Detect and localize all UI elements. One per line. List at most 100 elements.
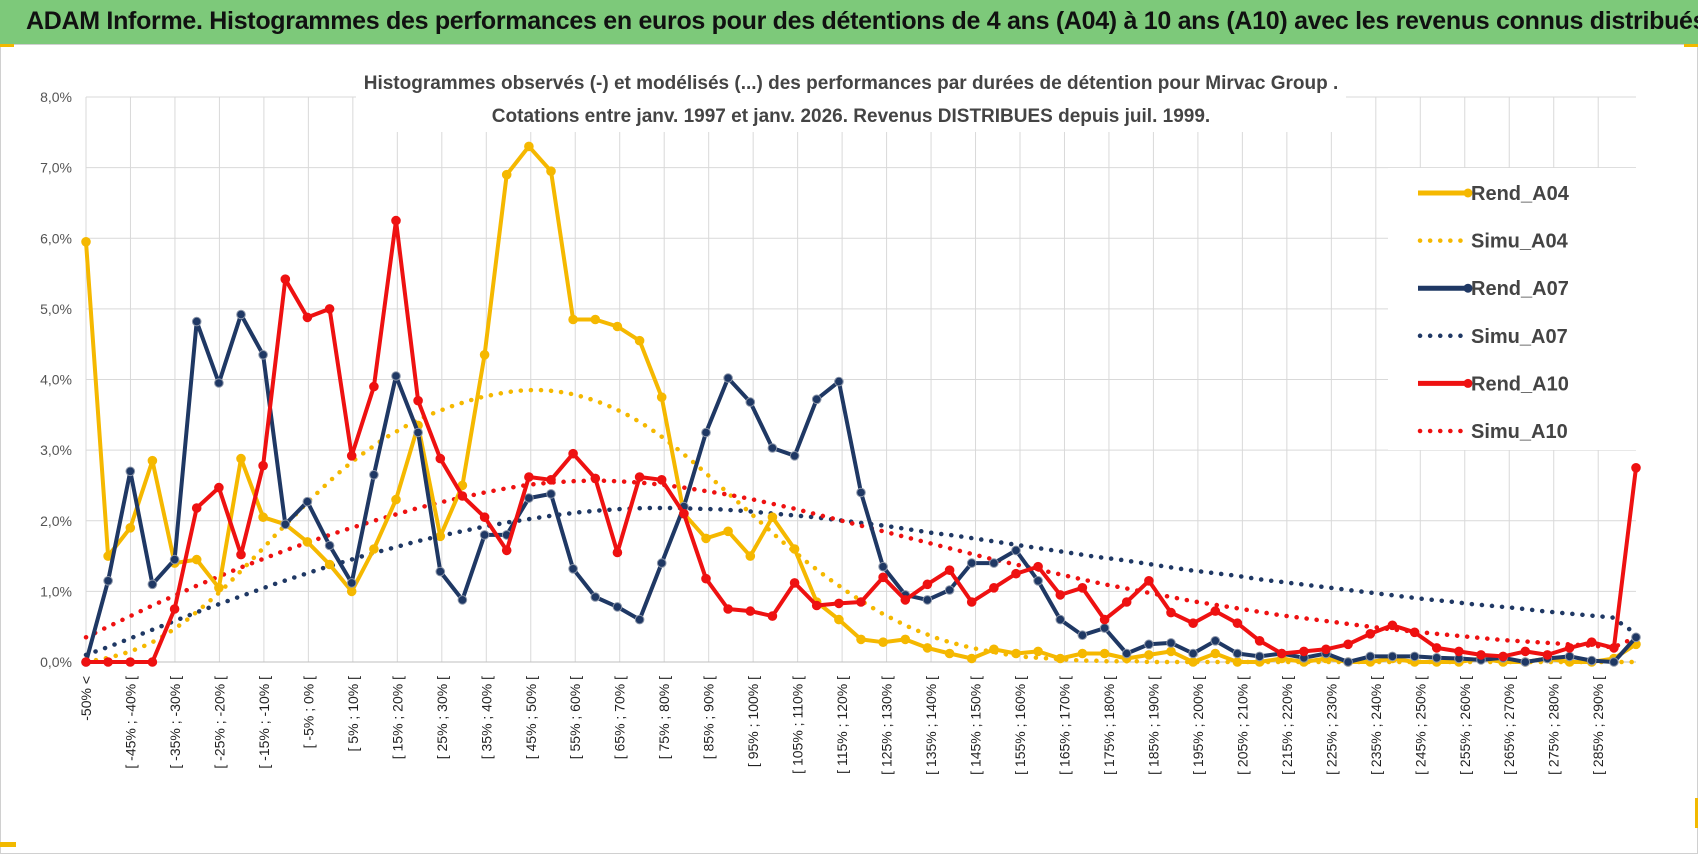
data-point: [789, 578, 800, 588]
data-point: [723, 526, 733, 537]
data-point: [789, 451, 800, 461]
data-point: [501, 169, 512, 180]
data-point: [1520, 646, 1531, 657]
x-tick-label: [ 125% ; 130% [: [879, 676, 895, 775]
data-point: [413, 395, 423, 406]
y-tick-label: 6,0%: [40, 230, 72, 246]
data-point: [103, 657, 113, 667]
data-point: [1542, 650, 1553, 660]
data-point: [147, 657, 158, 667]
legend-item-rend-a10: Rend_A10: [1418, 373, 1569, 395]
data-point: [1409, 651, 1420, 662]
chart-title-line1: Histogrammes observés (-) et modélisés (…: [364, 73, 1339, 94]
data-point: [1144, 650, 1154, 660]
data-point: [568, 448, 578, 459]
data-point: [1454, 646, 1464, 657]
x-tick-label: [ 105% ; 110% [: [790, 676, 806, 774]
legend-label: Simu_A04: [1471, 231, 1569, 253]
data-point: [1077, 648, 1088, 659]
data-point: [1099, 623, 1110, 633]
x-tick-label: [ -5% ; 0% [: [300, 676, 316, 748]
data-point: [1210, 636, 1221, 646]
legend-marker: [1463, 188, 1473, 198]
data-point: [568, 564, 578, 574]
data-point: [1011, 545, 1021, 556]
legend-label: Rend_A10: [1471, 373, 1569, 395]
data-point: [1631, 463, 1641, 473]
data-point: [1343, 639, 1353, 650]
data-point: [1564, 651, 1575, 662]
data-point: [878, 561, 888, 572]
data-point: [701, 427, 711, 438]
series-markers-rend-a07: [81, 309, 1641, 667]
data-point: [1631, 632, 1641, 643]
data-point: [391, 215, 401, 226]
x-tick-label: [ 45% ; 50% [: [523, 676, 539, 759]
y-tick-label: 1,0%: [40, 583, 72, 599]
legend-item-rend-a04: Rend_A04: [1418, 183, 1570, 205]
x-tick-label: [ -25% ; -20% [: [211, 676, 227, 769]
y-tick-label: 0,0%: [40, 654, 72, 670]
legend-item-simu-a07: Simu_A07: [1417, 326, 1568, 348]
data-point: [745, 551, 756, 561]
legend-marker: [1463, 283, 1473, 293]
data-point: [369, 544, 379, 554]
x-tick-label: [ 195% ; 200% [: [1190, 676, 1206, 775]
data-point: [346, 586, 357, 597]
x-axis-ticks: -50% < [ -45% ; -40% [[ -35% ; -30% [[ -2…: [78, 676, 1606, 775]
data-point: [1210, 648, 1221, 659]
data-point: [612, 602, 623, 612]
data-point: [966, 653, 977, 664]
data-point: [679, 508, 689, 519]
data-point: [612, 321, 623, 332]
data-point: [1121, 597, 1132, 607]
legend-item-simu-a10: Simu_A10: [1417, 421, 1568, 443]
data-point: [1144, 639, 1154, 650]
data-point: [457, 491, 468, 501]
y-tick-label: 8,0%: [40, 89, 72, 105]
data-point: [369, 381, 379, 392]
data-point: [1033, 576, 1043, 586]
data-point: [1409, 627, 1420, 638]
corner-mark-bottom-left: [0, 842, 16, 847]
data-point: [634, 335, 645, 346]
data-point: [391, 494, 401, 505]
data-point: [922, 595, 933, 605]
x-tick-label: [ 145% ; 150% [: [968, 676, 984, 775]
x-tick-label: [ 5% ; 10% [: [345, 676, 361, 752]
data-point: [236, 549, 246, 560]
x-tick-label: [ 65% ; 70% [: [612, 676, 628, 759]
data-point: [280, 519, 291, 530]
data-point: [1609, 657, 1619, 667]
data-point: [258, 512, 268, 523]
data-point: [767, 443, 778, 453]
data-point: [944, 585, 955, 595]
data-point: [524, 493, 534, 503]
x-tick-label: [ 75% ; 80% [: [656, 676, 672, 759]
x-tick-label: [ 25% ; 30% [: [434, 676, 450, 759]
data-point: [568, 314, 578, 325]
data-point: [125, 657, 136, 667]
data-point: [1033, 561, 1043, 572]
data-point: [479, 350, 490, 360]
data-point: [944, 565, 955, 576]
data-point: [1121, 648, 1132, 659]
data-point: [1077, 630, 1088, 641]
data-point: [944, 648, 955, 659]
data-point: [1387, 651, 1398, 662]
y-axis-ticks: 0,0% 1,0% 2,0% 3,0% 4,0% 5,0% 6,0% 7,0% 8,0%: [40, 89, 72, 670]
data-point: [346, 578, 357, 588]
x-tick-label: [ 135% ; 140% [: [923, 676, 939, 775]
data-point: [391, 371, 401, 381]
data-point: [900, 634, 911, 645]
data-point: [479, 512, 490, 523]
data-point: [1254, 651, 1265, 662]
data-point: [1321, 644, 1331, 655]
legend-label: Simu_A10: [1471, 421, 1568, 443]
data-point: [966, 558, 977, 568]
x-tick-label: -50% <: [78, 676, 94, 721]
data-point: [701, 533, 711, 544]
data-point: [346, 451, 357, 461]
data-point: [435, 566, 446, 577]
